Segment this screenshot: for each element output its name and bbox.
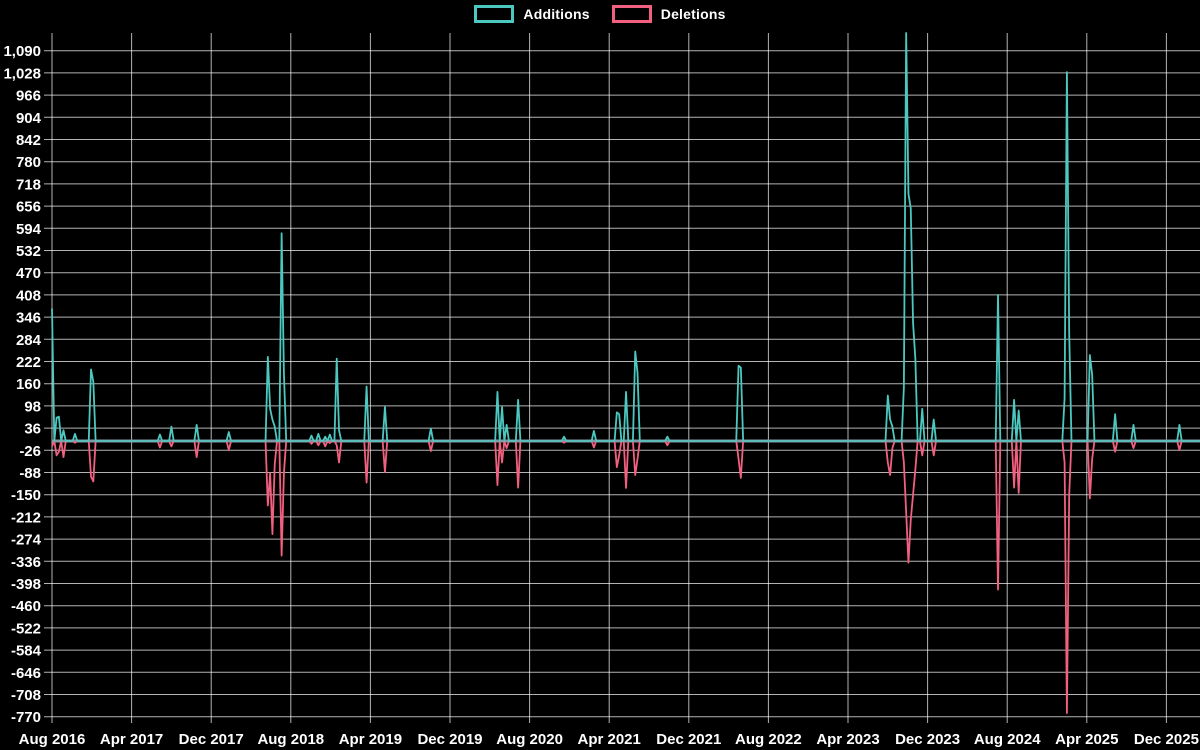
x-tick-label: Apr 2021: [578, 731, 641, 748]
y-tick-label: -460: [11, 598, 41, 615]
y-tick-label: -274: [11, 532, 42, 549]
y-tick-label: 842: [16, 132, 41, 149]
y-tick-label: 718: [16, 176, 41, 193]
x-tick-label: Aug 2022: [735, 731, 802, 748]
y-tick-label: 470: [16, 265, 41, 282]
x-tick-label: Apr 2017: [100, 731, 163, 748]
additions-swatch-icon: [474, 5, 515, 23]
y-tick-label: 222: [16, 354, 41, 371]
y-tick-label: 904: [16, 110, 42, 127]
x-tick-label: Apr 2023: [816, 731, 879, 748]
y-tick-label: 98: [24, 398, 41, 415]
x-tick-label: Dec 2021: [656, 731, 721, 748]
y-tick-label: 656: [16, 199, 41, 216]
y-tick-label: 594: [16, 221, 42, 238]
y-tick-label: -646: [11, 665, 41, 682]
y-tick-label: -708: [11, 687, 41, 704]
y-tick-label: -212: [11, 509, 41, 526]
legend-item-deletions[interactable]: Deletions: [611, 5, 726, 23]
y-tick-label: -150: [11, 487, 41, 504]
x-tick-label: Dec 2025: [1134, 731, 1199, 748]
y-tick-label: -522: [11, 620, 41, 637]
y-tick-label: 346: [16, 310, 41, 327]
y-tick-label: -584: [11, 643, 42, 660]
y-tick-label: 284: [16, 332, 42, 349]
y-tick-label: -398: [11, 576, 41, 593]
x-tick-label: Aug 2020: [496, 731, 563, 748]
y-tick-label: 1,090: [3, 43, 41, 60]
legend-additions-label: Additions: [523, 6, 590, 22]
x-tick-label: Apr 2019: [339, 731, 402, 748]
y-tick-label: 780: [16, 154, 41, 171]
x-tick-label: Apr 2025: [1055, 731, 1118, 748]
x-tick-label: Aug 2016: [19, 731, 86, 748]
y-tick-label: -770: [11, 709, 41, 726]
x-tick-label: Aug 2018: [257, 731, 324, 748]
additions-series-line: [51, 32, 1200, 442]
y-tick-label: -26: [19, 443, 41, 460]
y-tick-label: -88: [19, 465, 41, 482]
y-tick-label: 532: [16, 243, 41, 260]
y-tick-label: 36: [24, 421, 41, 438]
y-tick-label: 160: [16, 376, 41, 393]
y-tick-label: -336: [11, 554, 41, 571]
y-tick-label: 966: [16, 88, 41, 105]
y-tick-label: 1,028: [3, 65, 41, 82]
chart-legend: Additions Deletions: [0, 5, 1200, 23]
x-tick-label: Aug 2024: [974, 731, 1041, 748]
legend-item-additions[interactable]: Additions: [474, 5, 590, 23]
x-tick-label: Dec 2019: [417, 731, 482, 748]
y-tick-label: 408: [16, 287, 41, 304]
legend-deletions-label: Deletions: [660, 6, 726, 22]
x-tick-label: Dec 2017: [179, 731, 244, 748]
deletions-swatch-icon: [611, 5, 652, 23]
x-tick-label: Dec 2023: [895, 731, 960, 748]
